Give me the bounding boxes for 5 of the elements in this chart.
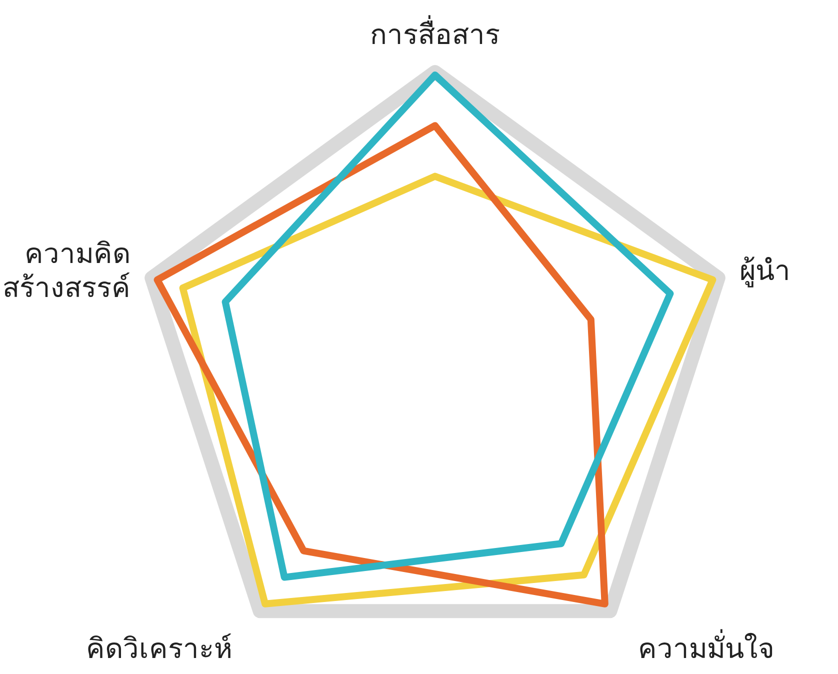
spoke-label: ผู้นำ xyxy=(739,255,790,288)
spoke-label: ความคิด สร้างสรรค์ xyxy=(2,238,131,304)
spoke-label: คิดวิเคราะห์ xyxy=(86,633,232,664)
spoke-label: การสื่อสาร xyxy=(370,15,500,50)
spoke-label: ความมั่นใจ xyxy=(638,629,774,664)
